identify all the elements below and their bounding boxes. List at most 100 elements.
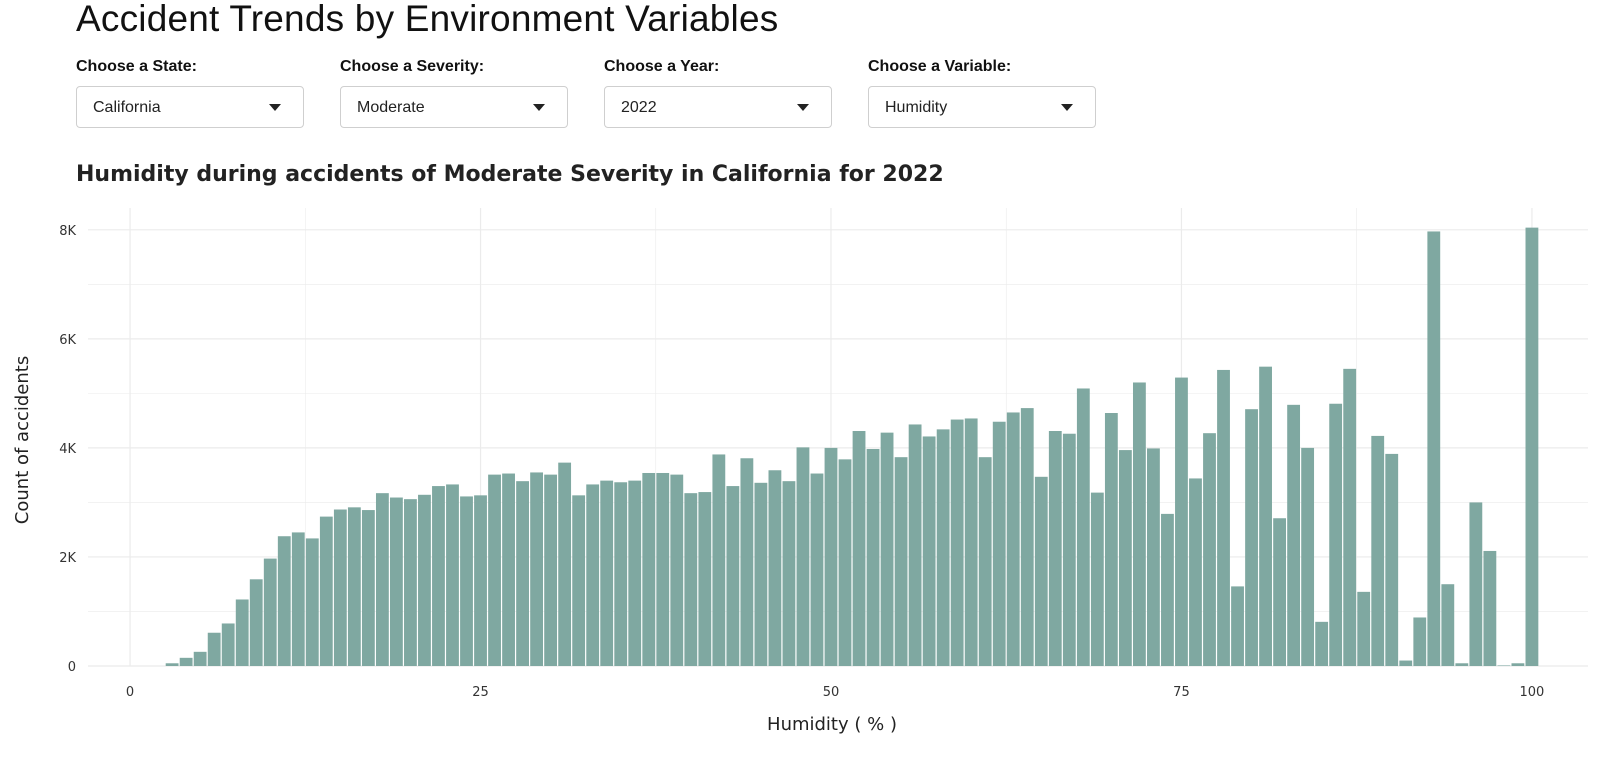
bar: [880, 432, 894, 666]
bar: [586, 484, 600, 666]
bar: [936, 429, 950, 666]
bar: [446, 484, 459, 666]
bar: [1175, 377, 1188, 666]
bar: [1413, 617, 1427, 666]
state-control: Choose a State: California: [76, 58, 306, 128]
bar: [193, 651, 207, 666]
severity-select[interactable]: Moderate: [340, 86, 568, 128]
bar: [642, 472, 656, 666]
year-label: Choose a Year:: [604, 58, 720, 75]
bar: [474, 495, 487, 666]
bar: [305, 538, 319, 666]
bar: [319, 516, 333, 666]
bar: [810, 473, 824, 666]
bar: [277, 536, 291, 666]
x-tick-label: 50: [823, 685, 840, 700]
bar: [894, 457, 908, 666]
bar: [1006, 412, 1020, 666]
bar: [235, 599, 249, 666]
chevron-down-icon[interactable]: [533, 104, 545, 111]
bar: [768, 470, 782, 666]
y-tick-labels: 0 2K 4K 6K 8K: [59, 224, 76, 675]
bar: [1245, 409, 1258, 666]
bar: [1455, 663, 1469, 666]
chart-title: Humidity during accidents of Moderate Se…: [76, 162, 944, 187]
bar: [1525, 227, 1539, 666]
bar: [1357, 591, 1371, 666]
y-tick-label: 6K: [59, 333, 76, 348]
bar: [207, 632, 221, 666]
bars: [165, 227, 1539, 666]
variable-select[interactable]: Humidity: [868, 86, 1096, 128]
bar: [572, 495, 586, 666]
year-select[interactable]: 2022: [604, 86, 832, 128]
bar: [1343, 368, 1357, 666]
y-tick-label: 8K: [59, 224, 76, 239]
bar: [530, 472, 544, 666]
bar: [964, 418, 978, 666]
bar: [1259, 366, 1272, 666]
bar: [1511, 663, 1525, 666]
state-select-value: California: [93, 99, 161, 116]
bar: [291, 532, 305, 666]
severity-control: Choose a Severity: Moderate: [340, 58, 570, 128]
bar: [1048, 431, 1062, 666]
bar: [544, 474, 558, 666]
bar: [782, 481, 796, 666]
y-tick-label: 2K: [59, 551, 76, 566]
bar: [1329, 403, 1343, 666]
bar: [488, 474, 501, 666]
bar: [1483, 550, 1497, 666]
bar: [1497, 665, 1511, 666]
variable-label: Choose a Variable:: [868, 58, 1012, 75]
bar: [1090, 492, 1104, 666]
bar: [347, 507, 361, 666]
bar: [600, 480, 614, 666]
bar: [908, 424, 922, 666]
bar: [1062, 433, 1076, 666]
x-tick-label: 100: [1520, 685, 1545, 700]
variable-select-value: Humidity: [885, 99, 948, 116]
bar: [1203, 433, 1216, 666]
severity-select-value: Moderate: [357, 99, 425, 116]
bar: [656, 472, 670, 666]
bar: [698, 492, 712, 666]
bar: [726, 486, 740, 666]
bar: [1034, 476, 1048, 666]
bar: [165, 663, 179, 666]
bar: [712, 454, 726, 666]
state-select[interactable]: California: [76, 86, 304, 128]
bar: [1161, 513, 1174, 666]
bar: [1301, 447, 1315, 666]
bar: [249, 579, 263, 666]
bar: [1287, 404, 1301, 666]
bar: [1104, 413, 1118, 666]
chevron-down-icon[interactable]: [797, 104, 809, 111]
chevron-down-icon[interactable]: [1061, 104, 1073, 111]
bar: [1315, 621, 1329, 666]
bar: [263, 558, 277, 666]
bar: [670, 474, 684, 666]
bar: [1217, 369, 1230, 666]
bar: [1020, 408, 1034, 666]
chevron-down-icon[interactable]: [269, 104, 281, 111]
bar: [950, 419, 964, 666]
bar: [1399, 660, 1413, 666]
bar: [418, 494, 431, 666]
bar: [1231, 586, 1244, 666]
bar: [502, 473, 515, 666]
bar: [866, 448, 880, 666]
bar: [390, 497, 403, 666]
x-tick-label: 75: [1173, 685, 1190, 700]
bar: [614, 482, 628, 666]
filter-controls: Choose a State: California Choose a Seve…: [76, 58, 1126, 138]
y-tick-label: 4K: [59, 442, 76, 457]
x-tick-labels: 0 25 50 75 100: [126, 685, 1544, 700]
humidity-histogram: 0 2K 4K 6K 8K 0 25 50 75 100 Humidity ( % ) Coun…: [12, 208, 1588, 735]
bar: [1118, 450, 1132, 666]
bar: [1385, 453, 1399, 666]
bar: [460, 496, 473, 666]
y-tick-label: 0: [68, 660, 76, 675]
year-select-value: 2022: [621, 99, 657, 116]
x-axis-title: Humidity ( % ): [767, 714, 897, 735]
